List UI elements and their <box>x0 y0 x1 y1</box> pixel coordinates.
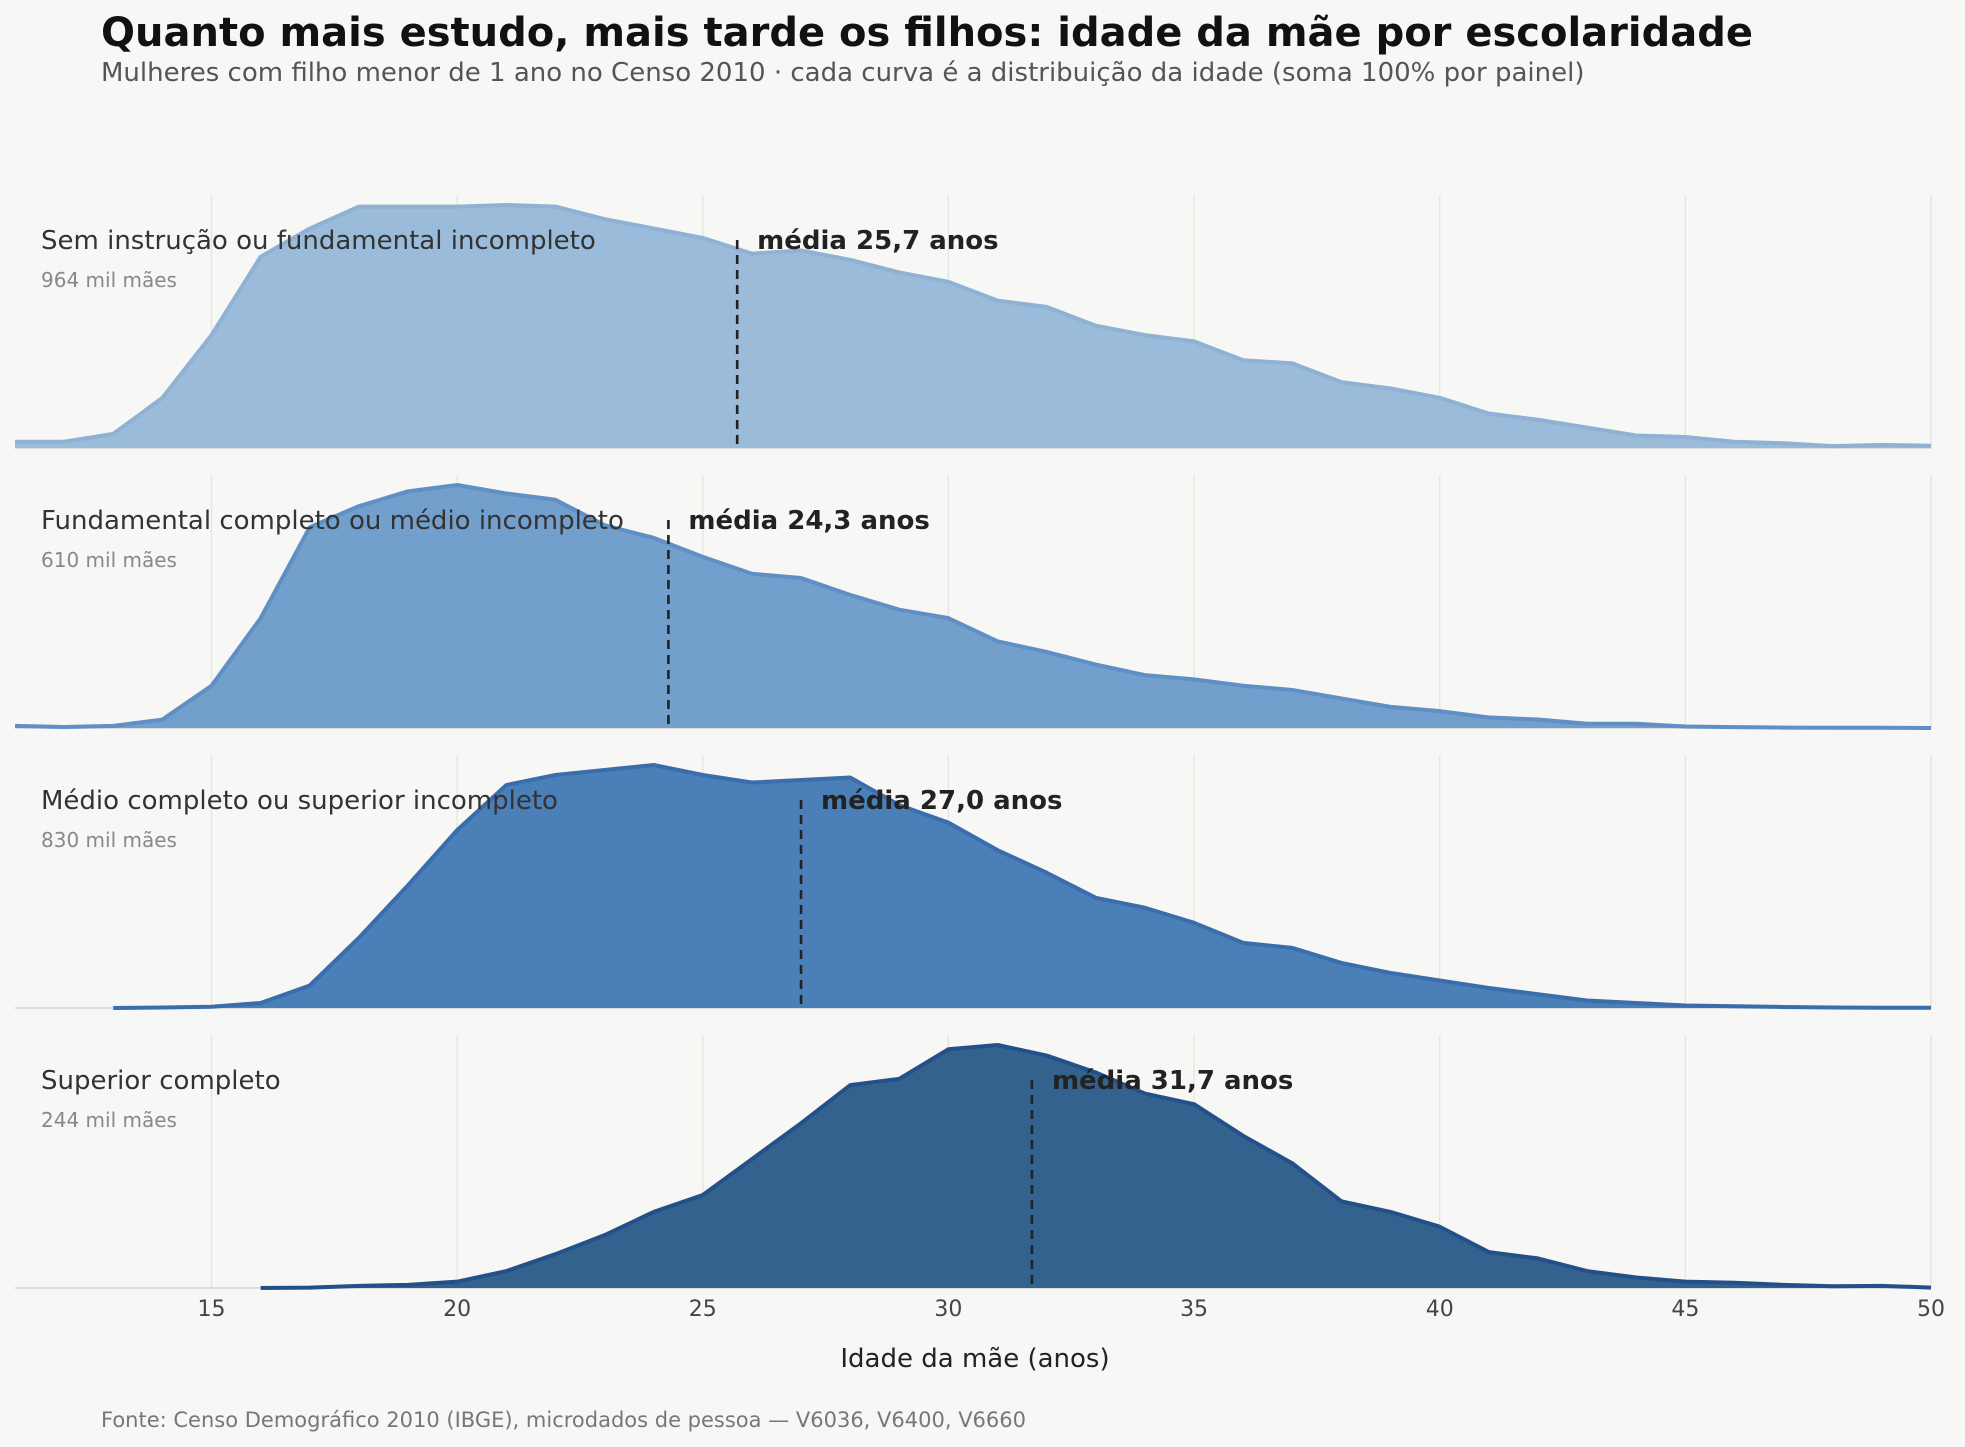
x-tick-label: 15 <box>198 1297 226 1322</box>
panel-count: 964 mil mães <box>41 268 177 292</box>
density-area <box>15 485 1931 728</box>
x-tick-label: 30 <box>934 1297 962 1322</box>
panel-count: 244 mil mães <box>41 1108 177 1132</box>
density-area <box>113 765 1932 1008</box>
density-area <box>15 205 1931 448</box>
panel-label: Superior completo <box>41 1066 281 1096</box>
x-tick-label: 40 <box>1426 1297 1454 1322</box>
panel-label: Fundamental completo ou médio incompleto <box>41 506 624 536</box>
panel: média 31,7 anos Superior completo 244 mil … <box>15 1043 1932 1290</box>
mean-label: média 31,7 anos <box>1052 1066 1293 1096</box>
density-line <box>113 763 1931 1010</box>
panel-label: Sem instrução ou fundamental incompleto <box>41 226 596 256</box>
panel: média 24,3 anos Fundamental completo ou m… <box>14 483 1932 730</box>
x-axis: 15 20 25 30 35 40 45 50 <box>198 1297 1945 1322</box>
x-tick-label: 35 <box>1180 1297 1208 1322</box>
density-line <box>260 1043 1932 1290</box>
density-line <box>14 483 1932 730</box>
x-tick-label: 25 <box>689 1297 717 1322</box>
x-tick-label: 45 <box>1671 1297 1699 1322</box>
panel-count: 610 mil mães <box>41 548 177 572</box>
mean-label: média 25,7 anos <box>757 226 998 256</box>
x-tick-label: 20 <box>443 1297 471 1322</box>
panels: média 25,7 anos Sem instrução ou fundamen… <box>14 203 1932 1290</box>
density-line <box>15 203 1932 449</box>
panel: média 27,0 anos Médio completo ou superio… <box>15 763 1932 1010</box>
mean-label: média 27,0 anos <box>821 786 1062 816</box>
density-area <box>260 1045 1932 1288</box>
panel: média 25,7 anos Sem instrução ou fundamen… <box>15 203 1932 449</box>
x-axis-label: Idade da mãe (anos) <box>840 1344 1109 1374</box>
chart-subtitle: Mulheres com filho menor de 1 ano no Cen… <box>101 58 1585 88</box>
x-tick-label: 50 <box>1917 1297 1945 1322</box>
mean-label: média 24,3 anos <box>688 506 929 536</box>
panel-count: 830 mil mães <box>41 828 177 852</box>
source-note: Fonte: Censo Demográfico 2010 (IBGE), mi… <box>101 1408 1026 1432</box>
chart-title: Quanto mais estudo, mais tarde os filhos… <box>101 10 1753 56</box>
panel-label: Médio completo ou superior incompleto <box>41 786 558 816</box>
